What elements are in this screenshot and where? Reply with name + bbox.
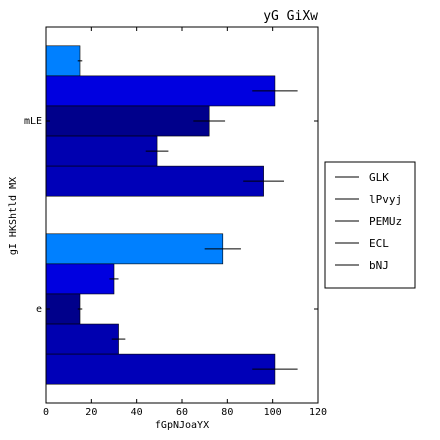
x-tick-label: 40: [131, 407, 143, 418]
bar: [45, 165, 264, 197]
x-tick-label: 20: [85, 407, 97, 418]
legend-box: [324, 161, 416, 289]
bar: [45, 293, 81, 325]
bar: [45, 353, 276, 385]
x-tick-label: 0: [43, 407, 49, 418]
legend-label: lPvyj: [369, 193, 402, 206]
y-axis-label: gI HKShtld MX: [8, 177, 19, 255]
x-tick-label: 80: [221, 407, 233, 418]
bar: [45, 233, 224, 265]
chart-title: yG GiXw: [263, 9, 318, 24]
x-axis-label: fGpNJoaYX: [155, 420, 209, 431]
bar: [45, 135, 158, 167]
legend-label: ECL: [369, 237, 389, 250]
axes: 0 20 40 60 80 100 120 e mLE: [24, 27, 327, 418]
x-tick-label: 60: [176, 407, 188, 418]
bar: [45, 45, 81, 77]
legend-label: bNJ: [369, 259, 389, 272]
legend-label: GLK: [369, 171, 389, 184]
y-tick-label: e: [36, 304, 42, 315]
x-tick-label: 120: [309, 407, 327, 418]
bar: [45, 263, 115, 295]
plot-area: [45, 45, 298, 385]
bar: [45, 323, 119, 355]
bar: [45, 75, 276, 107]
y-tick-label: mLE: [24, 116, 42, 127]
x-tick-label: 100: [264, 407, 282, 418]
legend: GLK lPvyj PEMUz ECL bNJ: [324, 161, 416, 289]
bar: [45, 105, 210, 137]
legend-label: PEMUz: [369, 215, 402, 228]
